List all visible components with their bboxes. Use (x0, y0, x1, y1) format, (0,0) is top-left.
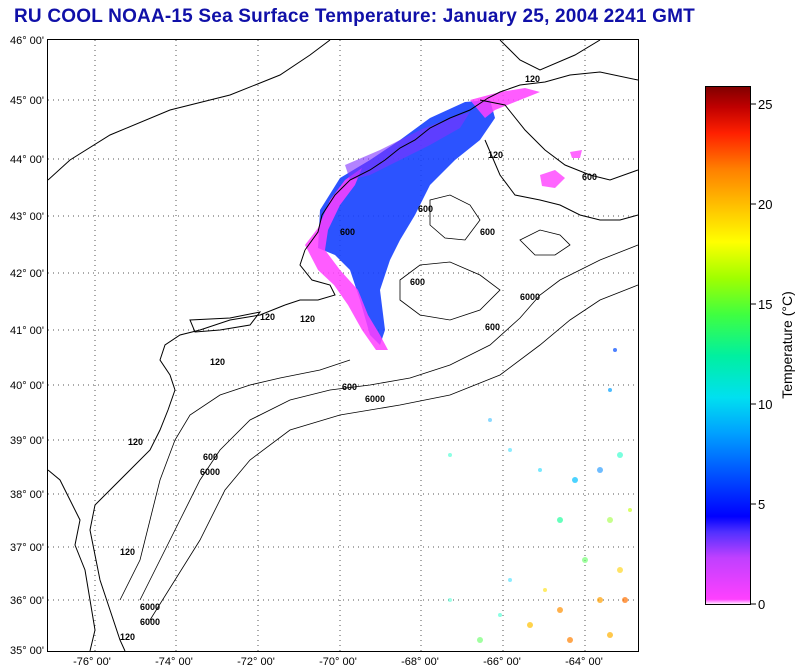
contour-6000 (149, 284, 638, 621)
lon-label: -76° 00' (73, 656, 111, 668)
lon-label: -64° 00' (565, 656, 603, 668)
chesapeake (48, 469, 96, 651)
nova-scotia-coast (479, 99, 638, 181)
coastline (48, 40, 638, 651)
colorbar-ticks (751, 103, 756, 605)
lat-label: 35° 00' (10, 645, 44, 657)
contour-gulf-1 (429, 194, 481, 241)
latitude-labels: 46° 00' 45° 00' 44° 00' 43° 00' 42° 00' … (10, 35, 44, 657)
contour-scotian (519, 229, 571, 256)
contour-label: 6000 (365, 394, 385, 404)
ny-coast (159, 304, 286, 391)
contour-120 (119, 359, 351, 601)
bathymetry-contours (119, 194, 638, 621)
map-title: RU COOL NOAA-15 Sea Surface Temperature:… (14, 6, 695, 27)
lat-label: 40° 00' (10, 380, 44, 392)
georges-bank (399, 261, 501, 321)
lat-label: 42° 00' (10, 268, 44, 280)
lat-label: 39° 00' (10, 435, 44, 447)
colorbar: 25 20 15 10 5 0 Temperature (°C) (705, 86, 795, 612)
contour-label: 600 (340, 227, 355, 237)
contour-label: 600 (418, 204, 433, 214)
contour-label: 120 (210, 357, 225, 367)
lat-label: 37° 00' (10, 542, 44, 554)
lon-label: -74° 00' (155, 656, 193, 668)
long-island (189, 311, 262, 333)
contour-label: 600 (582, 172, 597, 182)
contour-label: 120 (488, 150, 503, 160)
colorbar-tick-label: 15 (758, 297, 772, 312)
contour-label: 120 (128, 437, 143, 447)
contour-label: 600 (342, 382, 357, 392)
lon-label: -66° 00' (483, 656, 521, 668)
colorbar-tick-labels: 25 20 15 10 5 0 (758, 97, 772, 612)
contour-label: 600 (480, 227, 495, 237)
border-line-north (499, 40, 601, 71)
contour-label: 6000 (140, 617, 160, 627)
contour-label: 600 (410, 277, 425, 287)
sst-offshore-pixels (448, 348, 632, 643)
contour-label: 6000 (140, 602, 160, 612)
contour-label: 120 (525, 74, 540, 84)
colorbar-tick-label: 25 (758, 97, 772, 112)
lon-label: -70° 00' (319, 656, 357, 668)
contour-label: 120 (260, 312, 275, 322)
contour-600 (139, 244, 638, 601)
mid-atlantic-coast (89, 389, 176, 651)
lat-label: 36° 00' (10, 595, 44, 607)
contour-label: 6000 (200, 467, 220, 477)
colorbar-gradient (705, 86, 751, 605)
colorbar-tick-label: 10 (758, 397, 772, 412)
contour-label: 600 (485, 322, 500, 332)
lat-label: 38° 00' (10, 489, 44, 501)
contour-label: 120 (120, 632, 135, 642)
contour-label: 120 (120, 547, 135, 557)
border-line (48, 40, 331, 181)
contour-labels: 120 120 120 120 120 600 600 600 600 6000… (120, 74, 597, 642)
colorbar-tick-label: 0 (758, 597, 765, 612)
lat-label: 43° 00' (10, 211, 44, 223)
contour-label: 120 (300, 314, 315, 324)
massachusetts-coast (284, 249, 336, 306)
lat-label: 45° 00' (10, 95, 44, 107)
lat-label: 46° 00' (10, 35, 44, 47)
lat-label: 41° 00' (10, 325, 44, 337)
colorbar-tick-label: 20 (758, 197, 772, 212)
longitude-labels: -76° 00' -74° 00' -72° 00' -70° 00' -68°… (73, 656, 603, 668)
contour-label: 600 (203, 452, 218, 462)
map-frame (47, 39, 639, 652)
sst-gulf-of-maine (305, 88, 582, 350)
colorbar-title: Temperature (°C) (779, 291, 795, 399)
lat-label: 44° 00' (10, 154, 44, 166)
lon-label: -72° 00' (237, 656, 275, 668)
nova-scotia-south (484, 139, 638, 221)
lon-label: -68° 00' (401, 656, 439, 668)
colorbar-tick-label: 5 (758, 497, 765, 512)
contour-label: 6000 (520, 292, 540, 302)
maine-coast (304, 71, 638, 251)
